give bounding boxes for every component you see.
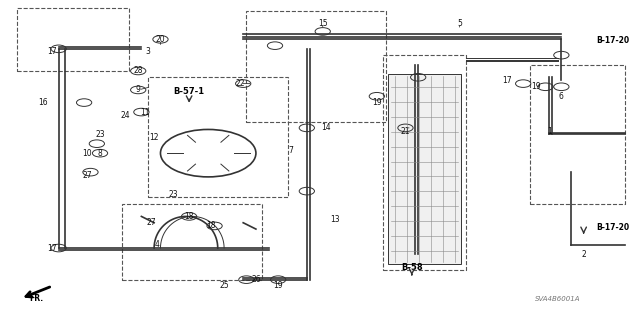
Text: 22: 22 bbox=[236, 79, 244, 88]
Bar bbox=[148, 77, 288, 197]
Text: 5: 5 bbox=[457, 19, 462, 28]
Text: B-17-20: B-17-20 bbox=[596, 223, 630, 232]
Text: 9: 9 bbox=[136, 85, 141, 94]
Text: 20: 20 bbox=[156, 35, 165, 44]
Text: 19: 19 bbox=[531, 82, 541, 91]
Text: 6: 6 bbox=[559, 92, 564, 101]
Text: 25: 25 bbox=[220, 281, 229, 291]
Text: 21: 21 bbox=[401, 127, 410, 136]
Text: 17: 17 bbox=[47, 48, 57, 56]
Text: 27: 27 bbox=[83, 171, 92, 180]
Text: 8: 8 bbox=[98, 149, 102, 158]
Text: 28: 28 bbox=[134, 66, 143, 76]
Text: 17: 17 bbox=[47, 243, 57, 253]
Text: 11: 11 bbox=[140, 108, 149, 116]
Text: 1: 1 bbox=[548, 127, 552, 136]
Text: FR.: FR. bbox=[29, 294, 44, 303]
Text: 19: 19 bbox=[372, 98, 381, 107]
Text: B-17-20: B-17-20 bbox=[596, 36, 630, 45]
Text: 17: 17 bbox=[502, 76, 512, 85]
Text: 4: 4 bbox=[155, 241, 160, 249]
Text: 3: 3 bbox=[145, 48, 150, 56]
Text: 12: 12 bbox=[149, 133, 159, 142]
Text: 19: 19 bbox=[273, 281, 283, 291]
Text: 18: 18 bbox=[207, 221, 216, 230]
Bar bbox=[246, 11, 387, 122]
Text: B-58: B-58 bbox=[401, 263, 422, 272]
Text: 7: 7 bbox=[289, 145, 293, 154]
Text: 27: 27 bbox=[146, 218, 156, 227]
Text: 18: 18 bbox=[184, 212, 194, 221]
Bar bbox=[529, 65, 625, 204]
Bar bbox=[383, 55, 466, 270]
Text: 26: 26 bbox=[251, 275, 260, 284]
Text: 14: 14 bbox=[321, 123, 331, 132]
Text: 15: 15 bbox=[318, 19, 328, 28]
Text: 13: 13 bbox=[331, 215, 340, 224]
Text: 16: 16 bbox=[38, 98, 47, 107]
Bar bbox=[17, 8, 129, 71]
Text: 23: 23 bbox=[95, 130, 105, 139]
Bar bbox=[388, 74, 461, 264]
Bar bbox=[122, 204, 262, 280]
Text: 24: 24 bbox=[121, 111, 131, 120]
Text: 23: 23 bbox=[168, 190, 178, 199]
Text: 10: 10 bbox=[83, 149, 92, 158]
Text: 2: 2 bbox=[581, 250, 586, 259]
Text: B-57-1: B-57-1 bbox=[173, 87, 205, 96]
Text: SVA4B6001A: SVA4B6001A bbox=[536, 296, 581, 302]
